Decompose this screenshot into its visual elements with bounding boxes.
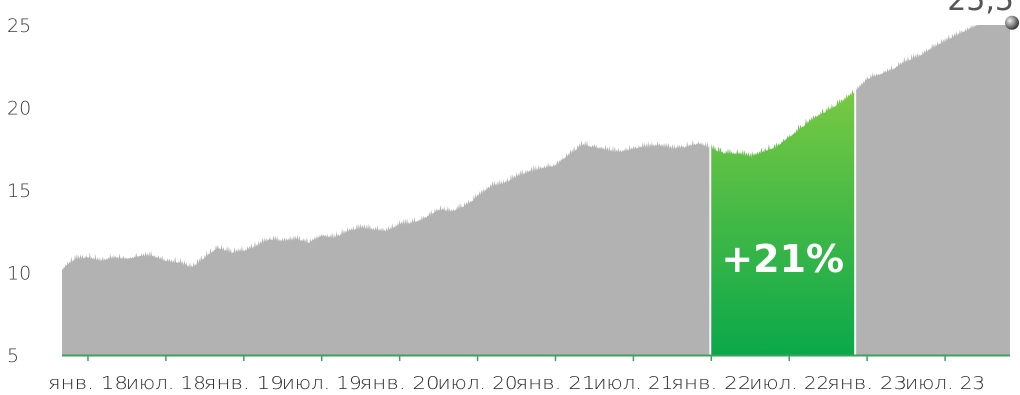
highlight-area — [711, 89, 855, 355]
last-value-marker — [1005, 15, 1019, 30]
highlight-percent-label: +21% — [721, 237, 844, 281]
series-area — [62, 16, 1010, 355]
x-tick-label: июл. 19 — [282, 373, 362, 394]
last-value-label: 25,5 — [947, 0, 1014, 18]
highlight-left-gap — [709, 20, 712, 355]
y-tick-label: 25 — [7, 15, 31, 37]
area-layer — [62, 16, 1010, 355]
x-tick-label: янв. 21 — [515, 373, 595, 394]
x-tick-label: июл. 21 — [593, 373, 673, 394]
y-tick-label: 20 — [7, 98, 31, 120]
highlight-layer — [709, 20, 857, 355]
y-tick-label: 15 — [7, 180, 31, 202]
x-tick-label: янв. 22 — [671, 373, 751, 394]
x-tick-label: янв. 20 — [360, 373, 440, 394]
x-tick-label: янв. 18 — [48, 373, 128, 394]
x-tick-label: июл. 22 — [749, 373, 829, 394]
x-tick-label: июл. 23 — [905, 373, 985, 394]
x-tick-label: июл. 20 — [438, 373, 518, 394]
x-tick-label: янв. 19 — [204, 373, 284, 394]
x-tick-label: янв. 23 — [827, 373, 907, 394]
y-tick-label: 10 — [7, 263, 31, 285]
y-tick-label: 5 — [7, 345, 19, 367]
x-tick-label: июл. 18 — [126, 373, 206, 394]
highlight-right-gap — [854, 20, 857, 355]
axis-layer — [62, 354, 1010, 361]
